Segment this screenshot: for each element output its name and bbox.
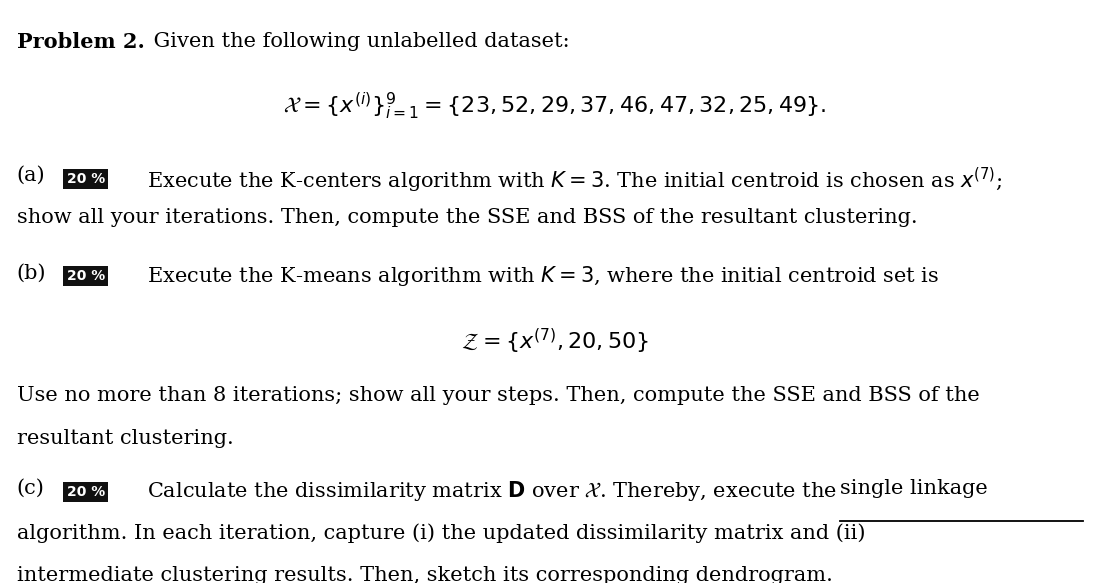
Text: (c): (c) — [17, 479, 44, 498]
Text: resultant clustering.: resultant clustering. — [17, 429, 233, 448]
Text: Calculate the dissimilarity matrix $\mathbf{D}$ over $\mathcal{X}$. Thereby, exe: Calculate the dissimilarity matrix $\mat… — [147, 479, 838, 503]
Text: Execute the K-centers algorithm with $K = 3$. The initial centroid is chosen as : Execute the K-centers algorithm with $K … — [147, 166, 1003, 195]
Text: $\mathcal{Z} = \{x^{(7)}, 20, 50\}$: $\mathcal{Z} = \{x^{(7)}, 20, 50\}$ — [460, 326, 649, 356]
Text: Use no more than 8 iterations; show all your steps. Then, compute the SSE and BS: Use no more than 8 iterations; show all … — [17, 386, 979, 405]
Text: show all your iterations. Then, compute the SSE and BSS of the resultant cluster: show all your iterations. Then, compute … — [17, 208, 917, 227]
Text: Problem 2.: Problem 2. — [17, 32, 144, 52]
Text: algorithm. In each iteration, capture (i) the updated dissimilarity matrix and (: algorithm. In each iteration, capture (i… — [17, 523, 865, 543]
Text: 20 %: 20 % — [67, 269, 104, 283]
Text: Execute the K-means algorithm with $K = 3$, where the initial centroid set is: Execute the K-means algorithm with $K = … — [147, 264, 939, 287]
Text: single linkage: single linkage — [840, 479, 987, 498]
Text: (a): (a) — [17, 166, 45, 185]
Text: (b): (b) — [17, 264, 47, 283]
Text: intermediate clustering results. Then, sketch its corresponding dendrogram.: intermediate clustering results. Then, s… — [17, 566, 833, 583]
Text: 20 %: 20 % — [67, 172, 104, 186]
Text: $\mathcal{X} = \{x^{(i)}\}_{i=1}^{9}= \{23, 52, 29, 37, 46, 47, 32, 25, 49\}.$: $\mathcal{X} = \{x^{(i)}\}_{i=1}^{9}= \{… — [283, 90, 826, 122]
Text: Given the following unlabelled dataset:: Given the following unlabelled dataset: — [147, 32, 570, 51]
Text: 20 %: 20 % — [67, 485, 104, 499]
